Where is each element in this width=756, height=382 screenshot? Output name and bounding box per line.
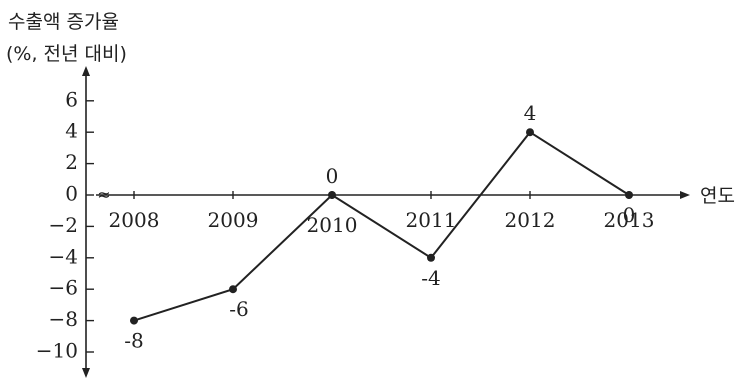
x-tick-label: 2013 — [604, 208, 655, 232]
y-tick-label: 6 — [65, 87, 78, 111]
y-tick-label: 4 — [65, 119, 78, 143]
x-tick-label: 2008 — [109, 208, 160, 232]
data-point — [427, 253, 435, 262]
data-label: -8 — [124, 329, 143, 353]
y-tick-label: −4 — [49, 244, 78, 268]
y-ticks: 6 4 2 0 −2 −4 −6 −8 −10 — [36, 87, 94, 363]
chart-axes — [82, 66, 690, 378]
x-axis-arrow — [680, 191, 690, 199]
x-tick-label: 2010 — [307, 213, 358, 237]
y-axis-arrow-bottom — [82, 368, 90, 378]
y-axis-arrow-top — [82, 66, 90, 76]
y-tick-label: 0 — [65, 182, 78, 206]
y-tick-label: −10 — [36, 339, 78, 363]
data-label: 0 — [326, 164, 339, 188]
y-tick-label: −2 — [49, 213, 78, 237]
data-point — [130, 316, 138, 325]
y-tick-label: 2 — [65, 150, 78, 174]
data-point — [625, 191, 633, 199]
data-label: -6 — [229, 297, 248, 321]
data-label: 4 — [524, 101, 537, 125]
data-label: -4 — [421, 266, 440, 290]
axis-break-mark: ≈ — [97, 185, 110, 204]
series-line-path — [133, 130, 630, 322]
y-tick-label: −6 — [49, 276, 78, 300]
y-tick-label: −8 — [49, 307, 78, 331]
data-point — [229, 285, 237, 294]
data-point — [328, 191, 336, 199]
x-tick-label: 2011 — [406, 208, 457, 232]
data-point — [526, 128, 534, 137]
data-labels: -8 -6 0 -4 4 0 — [124, 101, 635, 352]
x-axis-title: 연도 — [700, 185, 735, 207]
y-axis-title-line1: 수출액 증가율 — [8, 11, 119, 33]
x-tick-label: 2009 — [208, 208, 259, 232]
x-ticks: 2008 2009 2010 2011 2012 2013 — [109, 191, 655, 237]
x-tick-label: 2012 — [505, 208, 556, 232]
y-axis-title-line2: (%, 전년 대비) — [6, 43, 127, 65]
series-line — [130, 128, 633, 325]
data-label: 0 — [623, 203, 636, 227]
